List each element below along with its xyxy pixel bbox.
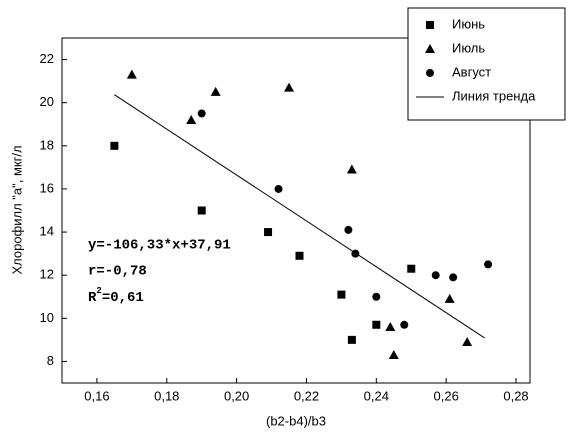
annotation: R2=0,61 (88, 286, 144, 305)
legend-label: Линия тренда (452, 88, 536, 103)
legend-marker (426, 69, 434, 77)
y-tick-label: 16 (40, 180, 54, 195)
point (186, 114, 197, 124)
annotation: y=-106,33*x+37,91 (88, 238, 231, 254)
x-tick-label: 0,18 (154, 388, 179, 403)
annotation-sup: 2 (96, 286, 101, 296)
y-tick-label: 10 (40, 310, 54, 325)
point (126, 69, 137, 79)
y-axis-label: Хлорофилл "а", мкг/л (9, 145, 24, 274)
annotation: r=-0,78 (88, 264, 147, 280)
trend-line (114, 94, 485, 339)
y-tick-label: 8 (47, 353, 54, 368)
point (337, 290, 346, 299)
point (197, 206, 206, 215)
point (407, 264, 416, 273)
point (462, 337, 473, 347)
point (388, 349, 399, 359)
point (400, 320, 409, 329)
annotation-rest: =0,61 (102, 290, 144, 306)
x-axis-label: (b2-b4)/b3 (266, 413, 326, 428)
point (344, 225, 353, 234)
legend-marker (426, 21, 434, 29)
point (274, 184, 283, 193)
y-tick-label: 22 (40, 51, 54, 66)
point (444, 293, 455, 303)
legend-label: Июнь (452, 16, 485, 31)
point (197, 109, 206, 118)
point (449, 273, 458, 282)
annotation-base: R (88, 290, 97, 306)
point (295, 251, 304, 260)
x-tick-label: 0,24 (364, 388, 389, 403)
point (372, 292, 381, 301)
y-tick-label: 20 (40, 94, 54, 109)
y-tick-label: 12 (40, 267, 54, 282)
x-tick-label: 0,16 (84, 388, 109, 403)
legend-marker (425, 44, 435, 53)
y-tick-label: 14 (40, 224, 54, 239)
x-tick-label: 0,22 (294, 388, 319, 403)
point (210, 86, 221, 96)
point (346, 164, 357, 174)
x-tick-label: 0,20 (224, 388, 249, 403)
point (372, 320, 381, 329)
point (385, 321, 396, 331)
plot-frame (61, 37, 531, 384)
x-tick-label: 0,26 (434, 388, 459, 403)
point (431, 271, 440, 280)
legend-label: Август (452, 64, 491, 79)
y-tick-label: 18 (40, 137, 54, 152)
point (484, 260, 493, 269)
point (347, 335, 356, 344)
point (110, 141, 119, 150)
x-tick-label: 0,28 (503, 388, 528, 403)
legend-label: Июль (452, 40, 485, 55)
point (264, 228, 273, 237)
point (284, 82, 295, 92)
legend-box (407, 7, 566, 121)
